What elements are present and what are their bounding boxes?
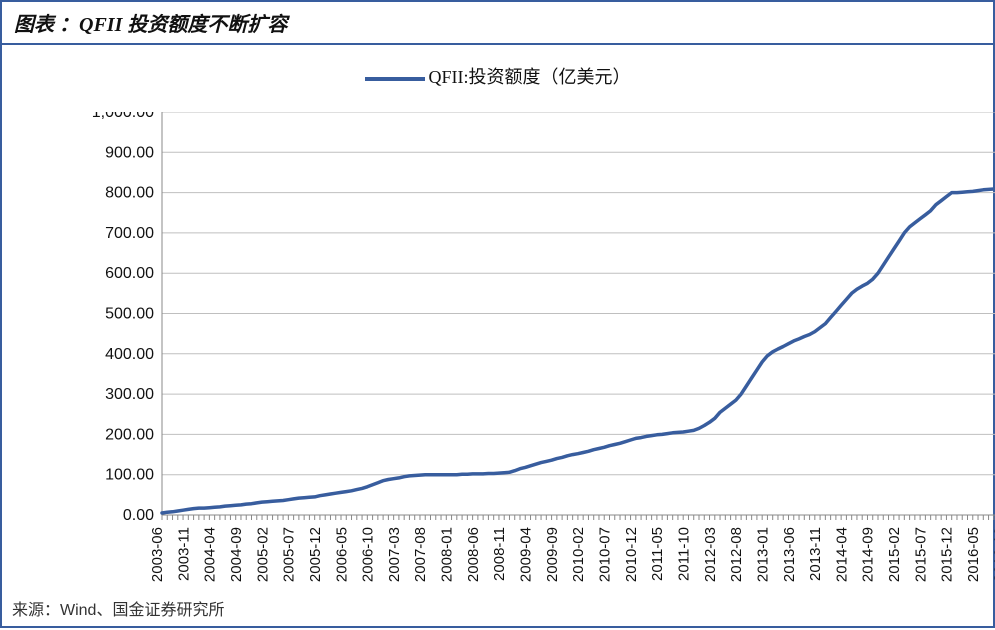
svg-text:500.00: 500.00 (105, 306, 154, 323)
svg-text:2013-11: 2013-11 (807, 527, 824, 581)
svg-text:2007-08: 2007-08 (412, 527, 429, 582)
svg-text:2014-09: 2014-09 (860, 527, 877, 582)
svg-text:2012-03: 2012-03 (702, 527, 719, 582)
source-text: 来源：Wind、国金证券研究所 (12, 596, 224, 620)
svg-text:2006-05: 2006-05 (333, 527, 350, 582)
legend-swatch (365, 77, 425, 81)
title-bar: 图表 ：QFII 投资额度不断扩容 (2, 2, 993, 45)
svg-text:2008-11: 2008-11 (491, 527, 508, 581)
svg-text:2003-11: 2003-11 (175, 527, 192, 581)
svg-text:2015-12: 2015-12 (939, 527, 956, 582)
line-chart-svg: 0.00 100.00 200.00 300.00 400.00 500.00 600.00… (82, 112, 995, 630)
svg-text:2011-10: 2011-10 (675, 527, 692, 581)
svg-text:2016-10: 2016-10 (991, 527, 995, 582)
svg-text:2016-05: 2016-05 (965, 527, 982, 582)
chart-area: 0.00100.00200.00300.00400.00500.00600.00… (82, 112, 973, 511)
svg-text:200.00: 200.00 (105, 426, 154, 443)
svg-text:2010-02: 2010-02 (570, 527, 587, 582)
svg-text:400.00: 400.00 (105, 346, 154, 363)
svg-text:2011-05: 2011-05 (649, 527, 666, 581)
svg-text:2012-08: 2012-08 (728, 527, 745, 582)
svg-text:2009-04: 2009-04 (518, 527, 535, 582)
svg-text:2005-02: 2005-02 (254, 527, 271, 582)
svg-text:100.00: 100.00 (105, 467, 154, 484)
svg-text:2013-06: 2013-06 (781, 527, 798, 582)
svg-text:2004-09: 2004-09 (228, 527, 245, 582)
svg-text:0.00: 0.00 (123, 507, 154, 524)
svg-text:800.00: 800.00 (105, 185, 154, 202)
figure-container: 图表 ：QFII 投资额度不断扩容 QFII:投资额度（亿美元） 0.00 100… (0, 0, 995, 628)
svg-text:2010-12: 2010-12 (623, 527, 640, 582)
svg-text:300.00: 300.00 (105, 386, 154, 403)
svg-text:2013-01: 2013-01 (754, 527, 771, 582)
svg-text:2009-09: 2009-09 (544, 527, 561, 582)
svg-text:900.00: 900.00 (105, 144, 154, 161)
svg-text:2010-07: 2010-07 (597, 527, 614, 582)
svg-text:2003-06: 2003-06 (149, 527, 166, 582)
svg-text:2005-12: 2005-12 (307, 527, 324, 582)
svg-text:1,000.00: 1,000.00 (92, 112, 154, 121)
svg-text:2015-07: 2015-07 (912, 527, 929, 582)
svg-text:2006-10: 2006-10 (360, 527, 377, 582)
svg-text:2005-07: 2005-07 (281, 527, 298, 582)
chart-title: 图表 ：QFII 投资额度不断扩容 (14, 14, 287, 36)
svg-text:600.00: 600.00 (105, 265, 154, 282)
svg-text:2008-01: 2008-01 (439, 527, 456, 582)
svg-text:2015-02: 2015-02 (886, 527, 903, 582)
svg-text:700.00: 700.00 (105, 225, 154, 242)
legend: QFII:投资额度（亿美元） (2, 63, 993, 89)
svg-text:2007-03: 2007-03 (386, 527, 403, 582)
svg-text:2004-04: 2004-04 (202, 527, 219, 582)
legend-label: QFII:投资额度（亿美元） (429, 67, 631, 87)
svg-text:2008-06: 2008-06 (465, 527, 482, 582)
svg-text:2014-04: 2014-04 (833, 527, 850, 582)
